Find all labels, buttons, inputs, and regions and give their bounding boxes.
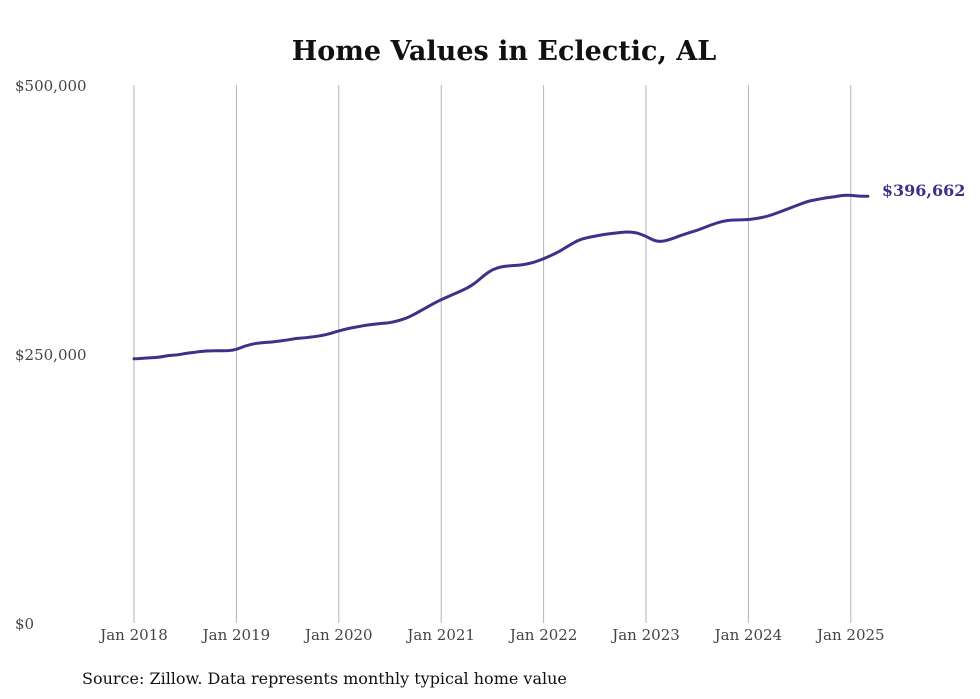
x-tick-label: Jan 2020 xyxy=(303,626,373,644)
x-tick-label: Jan 2025 xyxy=(815,626,885,644)
series-layer xyxy=(132,193,870,361)
x-tick-label: Jan 2018 xyxy=(98,626,168,644)
x-tick-label: Jan 2023 xyxy=(610,626,680,644)
x-tick-label: Jan 2021 xyxy=(405,626,475,644)
home-value-line xyxy=(132,193,870,361)
x-tick-label: Jan 2022 xyxy=(508,626,578,644)
x-axis-ticks: Jan 2018 Jan 2019 Jan 2020 Jan 2021 Jan 2022… xyxy=(98,626,884,644)
x-tick-label: Jan 2024 xyxy=(713,626,783,644)
chart-title: Home Values in Eclectic, AL xyxy=(292,36,716,67)
x-tick-label: Jan 2019 xyxy=(201,626,271,644)
y-tick-label: $0 xyxy=(15,615,34,633)
y-tick-label: $500,000 xyxy=(15,77,87,95)
gridlines xyxy=(133,85,852,623)
y-axis-ticks: $0 $250,000 $500,000 xyxy=(15,77,87,633)
end-value-label: $396,662 xyxy=(882,181,966,200)
y-tick-label: $250,000 xyxy=(15,346,87,364)
source-note: Source: Zillow. Data represents monthly … xyxy=(82,669,567,688)
